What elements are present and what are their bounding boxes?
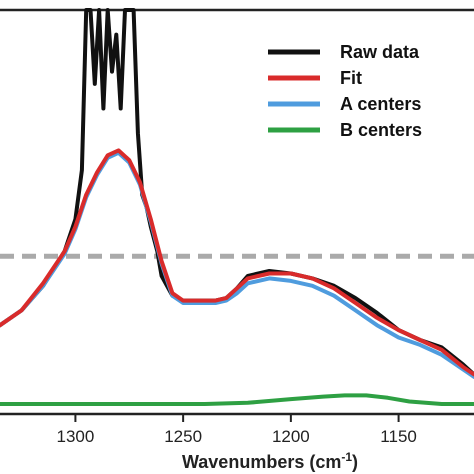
series-layer <box>0 8 474 406</box>
series-line-b-centers <box>0 393 474 406</box>
legend-label-b-centers: B centers <box>340 120 422 140</box>
x-axis-title: Wavenumbers (cm-1) <box>182 450 358 472</box>
x-tick-label-1200: 1200 <box>272 427 310 446</box>
x-axis-title-main: Wavenumbers (cm <box>182 452 341 472</box>
legend-label-raw-data: Raw data <box>340 42 420 62</box>
legend-label-a-centers: A centers <box>340 94 421 114</box>
series-line-raw-data <box>0 8 474 377</box>
series-line-fit <box>0 148 474 377</box>
x-tick-label-1300: 1300 <box>56 427 94 446</box>
x-tick-label-1150: 1150 <box>380 427 417 446</box>
series-line-a-centers <box>0 150 474 379</box>
plot-frame <box>0 8 474 416</box>
x-tick-label-1250: 1250 <box>164 427 202 446</box>
x-axis-title-superscript: -1 <box>341 450 352 464</box>
legend-label-fit: Fit <box>340 68 362 88</box>
legend: Raw data Fit A centers B centers <box>268 42 422 140</box>
x-axis-title-close: ) <box>352 452 358 472</box>
x-axis-ticks: 1300 1250 1200 1150 <box>56 414 417 446</box>
